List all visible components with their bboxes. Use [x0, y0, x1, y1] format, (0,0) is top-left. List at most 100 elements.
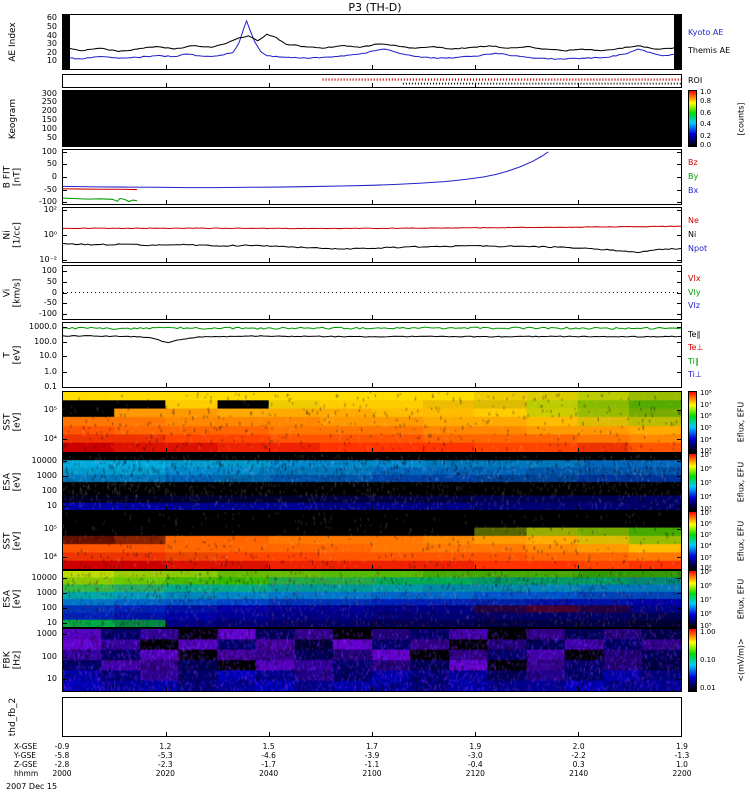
y-tick-mark: [63, 281, 67, 283]
series-label: Ti∥: [688, 356, 699, 366]
y-tick-mark: [677, 491, 681, 493]
axis-tick-value: -3.9: [364, 751, 380, 760]
series-label: VIy: [688, 287, 701, 297]
y-tick-mark: [63, 102, 67, 104]
y-tick-mark: [677, 656, 681, 658]
esa-electron-plot-area: [62, 570, 682, 628]
x-tick-mark: [166, 142, 167, 146]
y-tick-mark: [63, 386, 67, 387]
colorbar-unit-label: <(mV/m)>: [736, 638, 746, 682]
y-tick-mark: [677, 202, 681, 204]
y-tick-mark: [677, 281, 681, 283]
axis-tick-value: -0.9: [54, 742, 70, 751]
axis-tick-value: 2040: [259, 769, 279, 778]
x-tick-mark: [475, 315, 476, 319]
y-tick-label: 200: [41, 106, 57, 116]
x-tick-mark: [475, 506, 476, 510]
x-tick-mark: [578, 565, 579, 569]
colorbar-tick-label: 10³: [700, 504, 712, 513]
axis-tick-value: 1.5: [262, 742, 275, 751]
colorbar-tick-label: 0.6: [700, 108, 712, 117]
colorbar-tick-label: 10⁶: [700, 412, 712, 421]
ae-plot-area: [62, 14, 682, 70]
colorbar-tick-label: 10³: [700, 553, 712, 562]
x-tick-mark: [475, 448, 476, 452]
y-tick-mark: [677, 623, 681, 625]
series-label: Te⊥: [688, 343, 704, 353]
x-tick-mark: [372, 623, 373, 627]
colorbar-tick-label: 10⁶: [700, 519, 712, 528]
axis-tick-value: -1.3: [674, 751, 690, 760]
y-tick-label: -100: [38, 197, 57, 207]
y-tick-label: -100: [38, 308, 57, 318]
y-tick-label: 10⁵: [43, 523, 57, 533]
y-tick-mark: [63, 577, 67, 579]
panel-ae-index: AE Index 60 50 40 30 20 10 Kyoto AE Themis AE: [0, 13, 750, 70]
y-tick-mark: [63, 292, 67, 294]
y-tick-mark: [63, 491, 67, 493]
y-tick-mark: [63, 61, 67, 63]
x-tick-mark: [372, 83, 373, 87]
colorbar-tick-label: 10⁵: [700, 621, 712, 630]
panel-ni-density: Ni [1/cc] 10² 10⁰ 10⁻² Ne Ni Npot: [0, 205, 750, 265]
x-tick-mark: [475, 65, 476, 69]
y-tick-mark: [677, 528, 681, 530]
y-tick-mark: [63, 371, 67, 373]
series-label: ROI: [688, 76, 703, 85]
axis-tick-value: -2.8: [54, 760, 70, 769]
fbk-plot-area: [62, 628, 682, 692]
y-tick-label: 10⁵: [43, 404, 57, 414]
colorbar-tick-label: 10⁴: [700, 492, 712, 501]
colorbar-tick-label: 10⁴: [700, 542, 712, 551]
vi-line-chart: [63, 291, 681, 294]
y-tick-label: 150: [41, 115, 57, 125]
y-tick-mark: [677, 93, 681, 95]
series-label: Themis AE: [688, 46, 731, 56]
colorbar-tick-label: 0.2: [700, 131, 712, 140]
x-tick-mark: [166, 200, 167, 204]
series-label: VIx: [688, 273, 701, 283]
panel-esa-ion-spectrogram: ESA [eV] 10000 1000 100 10 10⁷ 10⁶ 10⁵ 10⁴ 10³ Eflu…: [0, 451, 750, 513]
y-tick-label: 50: [46, 276, 57, 286]
series-label: Te∥: [688, 330, 701, 340]
y-tick-mark: [677, 460, 681, 462]
y-tick-mark: [677, 177, 681, 178]
y-tick-mark: [63, 209, 67, 211]
panel-bfit: B FIT [nT] 100 50 0 -50 -100 Bz By Bx: [0, 146, 750, 207]
axis-tick-value: 1.2: [159, 742, 172, 751]
y-tick-label: 100: [41, 266, 57, 276]
y-tick-mark: [677, 409, 681, 411]
axis-tick-value: -0.4: [468, 760, 483, 769]
x-tick-mark: [578, 448, 579, 452]
y-tick-label: 10.0: [39, 351, 57, 361]
y-tick-mark: [63, 120, 67, 122]
x-tick-mark: [372, 142, 373, 146]
axis-tick-value: -1.7: [261, 760, 276, 769]
y-tick-mark: [63, 409, 67, 411]
axis-tick-value: 1.7: [366, 742, 378, 751]
ae-coverage-bar-left: [63, 15, 70, 69]
colorbar: [688, 628, 697, 692]
y-tick-label: 10⁻²: [39, 255, 57, 265]
colorbar-tick-label: 10⁷: [700, 508, 712, 517]
series-label: Ni: [688, 230, 697, 239]
x-tick-mark: [166, 687, 167, 691]
y-tick-mark: [63, 439, 67, 441]
x-tick-mark: [578, 315, 579, 319]
colorbar-tick-label: 10⁷: [700, 595, 712, 604]
sst-ion-spectrogram: [63, 392, 681, 452]
colorbar-tick-label: 10⁵: [700, 478, 712, 487]
panel-thd-fb-2: thd_fb_2: [0, 697, 750, 737]
x-tick-mark: [372, 200, 373, 204]
x-tick-mark: [269, 687, 270, 691]
plot-title: P3 (TH-D): [348, 1, 402, 14]
colorbar-tick-label: 0.8: [700, 97, 712, 106]
x-tick-mark: [166, 65, 167, 69]
y-tick-mark: [677, 235, 681, 236]
colorbar: [688, 90, 697, 147]
sst-electron-spectrogram: [63, 512, 681, 569]
y-tick-mark: [677, 209, 681, 211]
y-tick-label: 100: [41, 146, 57, 156]
colorbar: [688, 453, 697, 511]
